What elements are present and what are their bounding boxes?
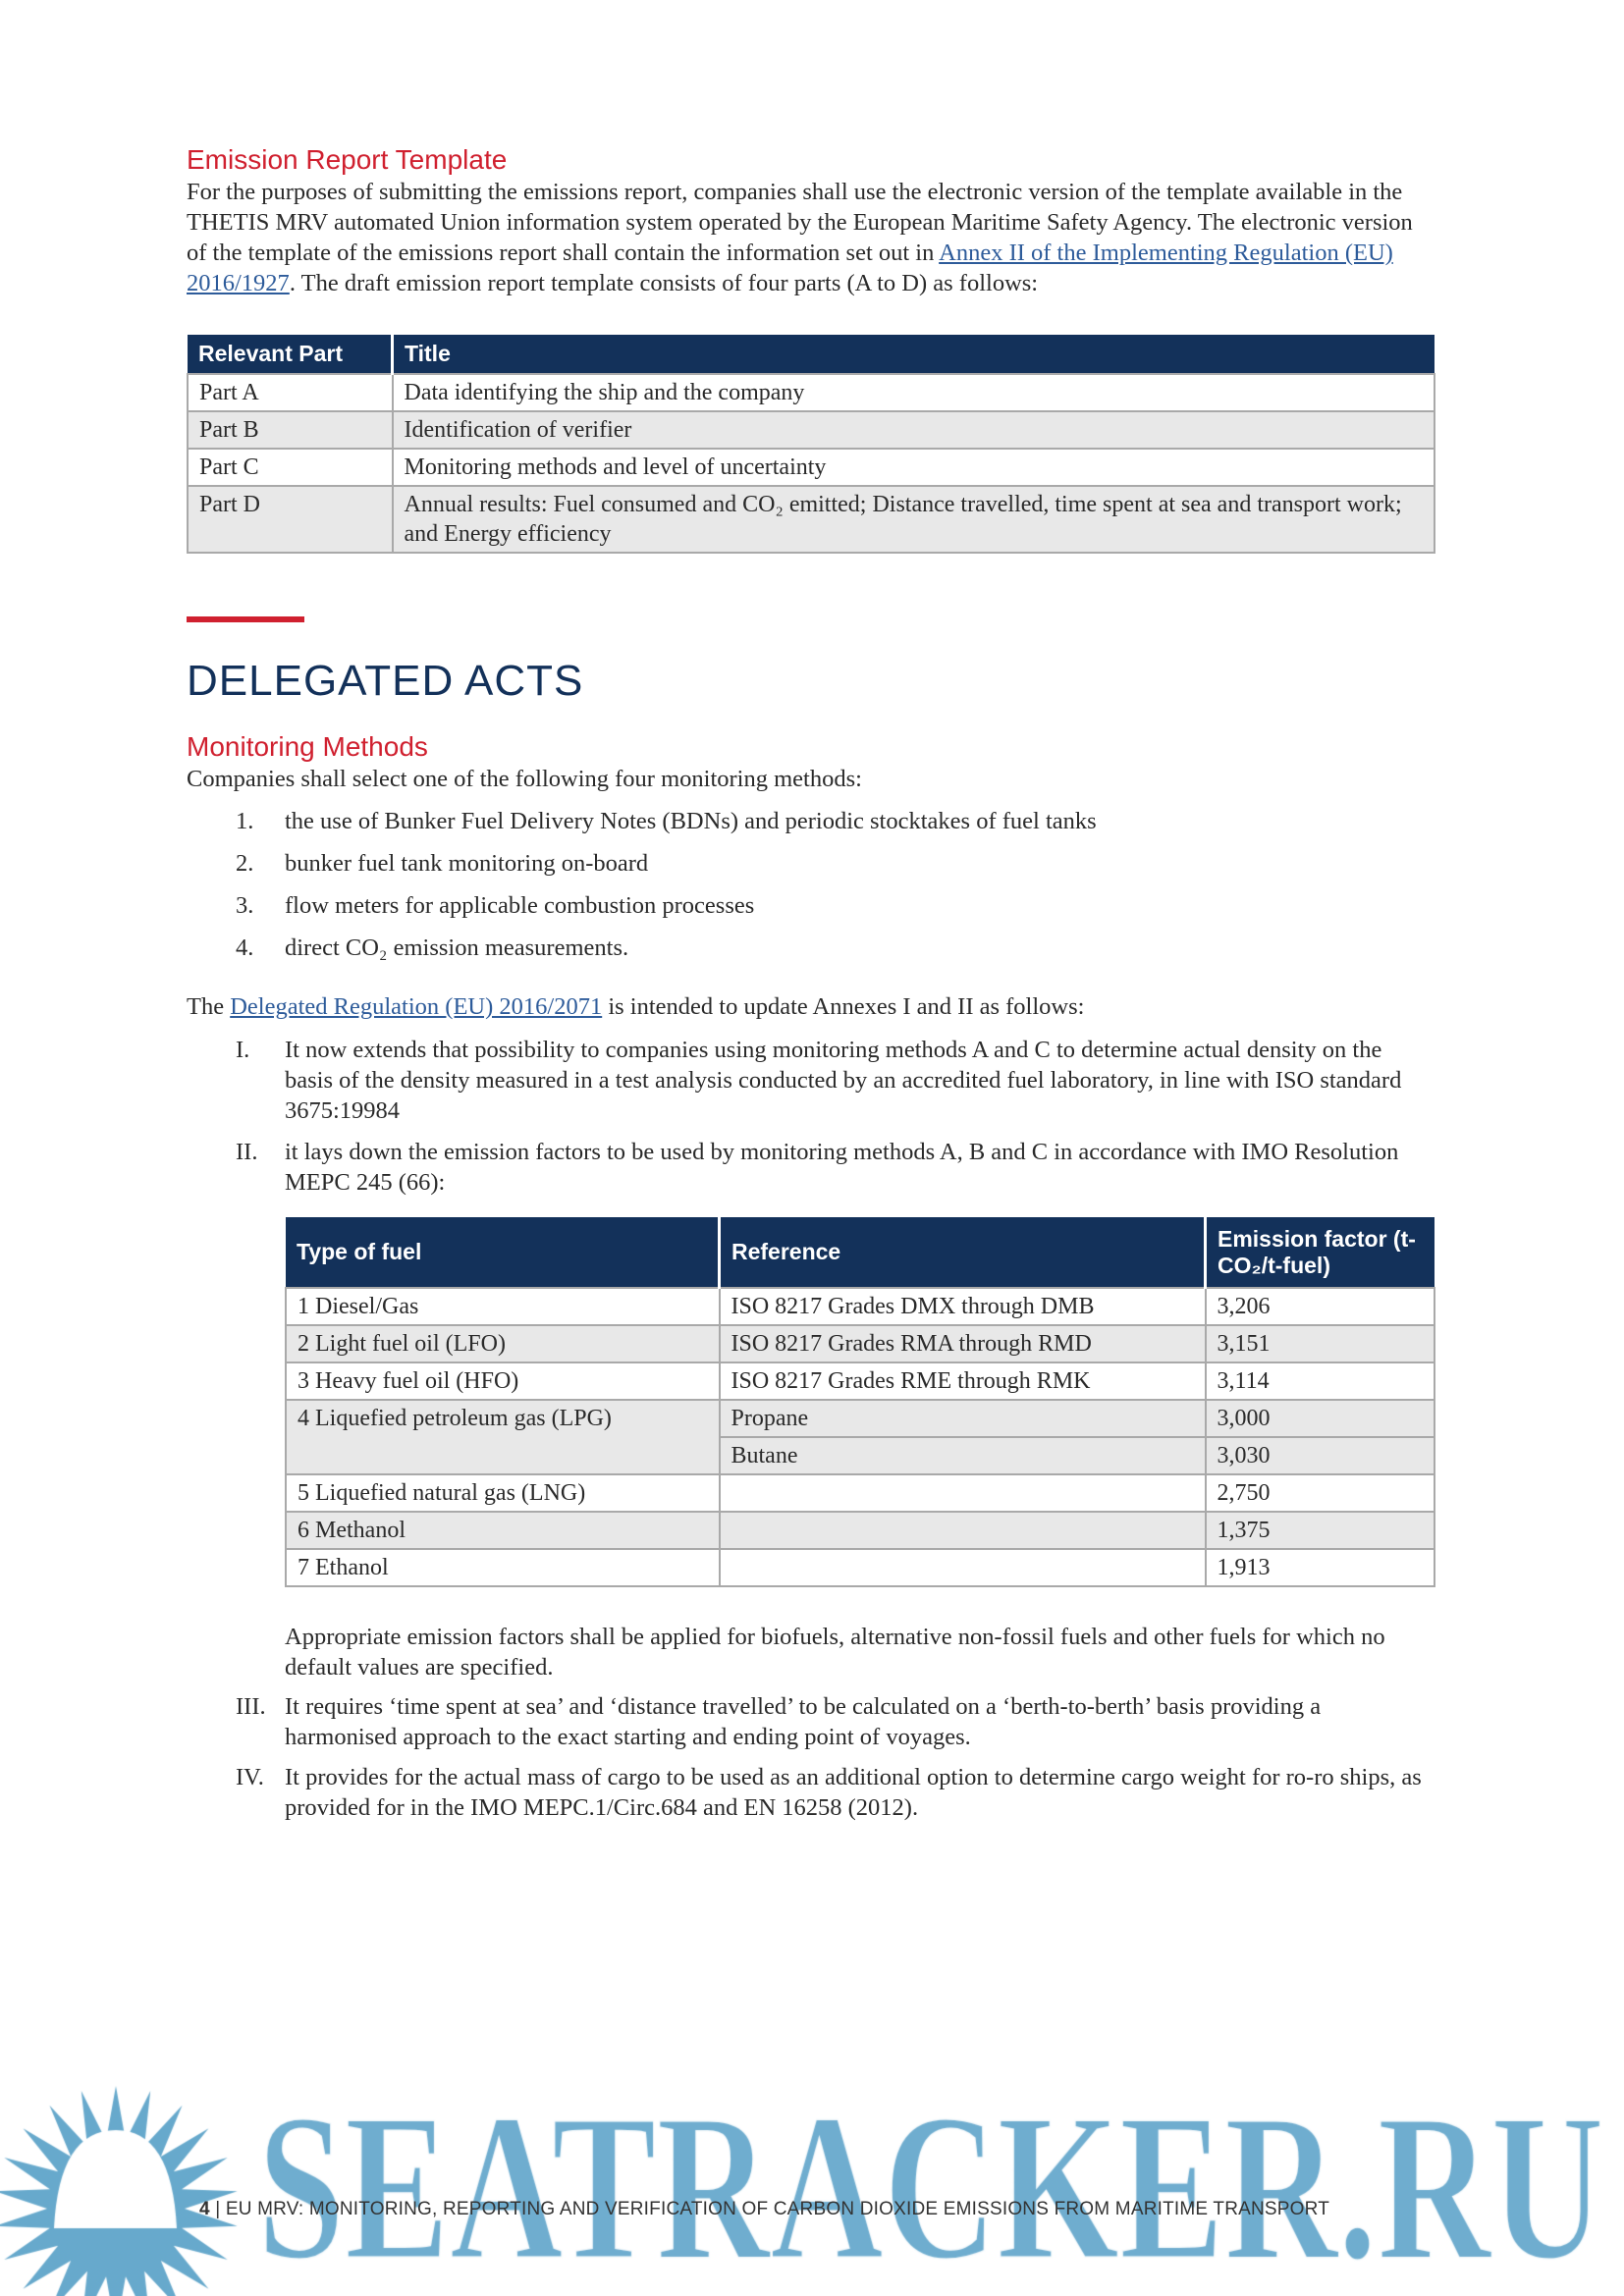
table-cell: 5 Liquefied natural gas (LNG) xyxy=(285,1473,721,1513)
list-text: It now extends that possibility to compa… xyxy=(285,1037,1402,1124)
table-row: Butane 3,030 xyxy=(286,1436,1435,1475)
table-cell: 1,913 xyxy=(1204,1548,1435,1587)
table-cell: 3,114 xyxy=(1204,1362,1435,1401)
section-heading-monitoring-methods: Monitoring Methods xyxy=(187,731,428,762)
table-cell: Propane xyxy=(718,1399,1207,1438)
table-cell: 3,000 xyxy=(1204,1399,1435,1438)
section-heading-emission-report: Emission Report Template xyxy=(187,144,508,175)
footer-text: EU MRV: MONITORING, REPORTING AND VERIFI… xyxy=(225,2199,1330,2219)
column-header: Relevant Part xyxy=(188,335,394,374)
table-row: Part B Identification of verifier xyxy=(187,410,1435,450)
footer-separator: | xyxy=(209,2199,226,2219)
table-cell: Part C xyxy=(187,448,394,487)
after-table-paragraph: Appropriate emission factors shall be ap… xyxy=(285,1624,1385,1681)
table-cell: ISO 8217 Grades RME through RMK xyxy=(718,1362,1207,1401)
list-number: III. xyxy=(236,1693,266,1720)
paragraph-text: For the purposes of submitting the emiss… xyxy=(187,179,1413,266)
table-cell: Part A xyxy=(187,373,394,412)
report-parts-table: Relevant Part Title Part A Data identifyin… xyxy=(187,335,1435,554)
table-cell xyxy=(718,1548,1207,1587)
page-content: Emission Report Template For the purpose… xyxy=(187,143,1435,1823)
table-cell xyxy=(718,1473,1207,1513)
table-cell: 4 Liquefied petroleum gas (LPG) xyxy=(285,1399,721,1475)
list-text: flow meters for applicable combustion pr… xyxy=(285,892,755,919)
list-item: II. it lays down the emission factors to … xyxy=(236,1137,1435,1198)
list-number: I. xyxy=(236,1037,250,1063)
paragraph-text: The xyxy=(187,993,231,1020)
table-cell: 2,750 xyxy=(1204,1473,1435,1513)
table-row: 2 Light fuel oil (LFO) ISO 8217 Grades RM… xyxy=(285,1324,1435,1363)
table-cell xyxy=(718,1511,1207,1550)
table-row: 4 Liquefied petroleum gas (LPG) Propane 3,… xyxy=(285,1399,1435,1475)
table-cell: 2 Light fuel oil (LFO) xyxy=(285,1324,721,1363)
table-cell: ISO 8217 Grades RMA through RMD xyxy=(718,1324,1207,1363)
table-cell: Data identifying the ship and the compan… xyxy=(391,373,1435,412)
list-item: IV. It provides for the actual mass of ca… xyxy=(236,1762,1435,1823)
column-header: Emission factor (t-CO₂/t-fuel) xyxy=(1205,1217,1435,1288)
table-cell: 3 Heavy fuel oil (HFO) xyxy=(285,1362,721,1401)
watermark-logo xyxy=(0,2061,1624,2296)
table-cell: 3,030 xyxy=(1204,1436,1435,1475)
list-number: II. xyxy=(236,1139,258,1165)
table-cell: Monitoring methods and level of uncertai… xyxy=(391,448,1435,487)
table-row: Part A Data identifying the ship and the … xyxy=(187,373,1435,412)
list-number: 2. xyxy=(236,850,254,877)
annex-ii-link[interactable]: Annex II of the Implementing Regulation … xyxy=(187,240,1393,296)
table-cell: 1,375 xyxy=(1204,1511,1435,1550)
delegated-intro: The Delegated Regulation (EU) 2016/2071 … xyxy=(187,991,1435,1022)
emission-report-paragraph: For the purposes of submitting the emiss… xyxy=(187,177,1435,298)
table-cell: Butane xyxy=(718,1436,1207,1475)
table-row: Part D Annual results: Fuel consumed and … xyxy=(187,485,1435,554)
table-cell: Annual results: Fuel consumed and CO₂ em… xyxy=(391,485,1435,554)
table-cell: Identification of verifier xyxy=(391,410,1435,450)
list-number: 4. xyxy=(236,934,254,961)
page-title: DELEGATED ACTS xyxy=(187,657,584,705)
list-number: IV. xyxy=(236,1764,264,1790)
list-item: 4. direct CO₂ emission measurements. xyxy=(236,933,1435,963)
table-cell: 3,151 xyxy=(1204,1324,1435,1363)
list-number: 1. xyxy=(236,808,254,834)
list-text: the use of Bunker Fuel Delivery Notes (B… xyxy=(285,808,1097,834)
column-header: Title xyxy=(392,335,1435,374)
table-row: Part C Monitoring methods and level of un… xyxy=(187,448,1435,487)
table-cell: 6 Methanol xyxy=(285,1511,721,1550)
table-row: 1 Diesel/Gas ISO 8217 Grades DMX through … xyxy=(285,1287,1435,1326)
table-row: 7 Ethanol 1,913 xyxy=(285,1548,1435,1587)
table-cell: Part B xyxy=(187,410,394,450)
table-cell: 7 Ethanol xyxy=(285,1548,721,1587)
table-cell: 1 Diesel/Gas xyxy=(285,1287,721,1326)
methods-intro: Companies shall select one of the follow… xyxy=(187,766,862,792)
list-text: direct CO₂ emission measurements. xyxy=(285,934,629,961)
list-text: it lays down the emission factors to be … xyxy=(285,1139,1399,1196)
table-cell: Part D xyxy=(187,485,394,554)
table-cell: ISO 8217 Grades DMX through DMB xyxy=(718,1287,1207,1326)
list-text: It requires ‘time spent at sea’ and ‘dis… xyxy=(285,1693,1322,1750)
table-row: 3 Heavy fuel oil (HFO) ISO 8217 Grades RM… xyxy=(285,1362,1435,1401)
table-row: 5 Liquefied natural gas (LNG) 2,750 xyxy=(285,1473,1435,1513)
list-number: 3. xyxy=(236,892,254,919)
emission-factors-table: Type of fuel Reference Emission factor (… xyxy=(285,1217,1435,1587)
paragraph-text: . The draft emission report template con… xyxy=(289,270,1039,296)
list-text: bunker fuel tank monitoring on-board xyxy=(285,850,649,877)
list-item: 1. the use of Bunker Fuel Delivery Notes … xyxy=(236,806,1435,836)
delegated-regulation-link[interactable]: Delegated Regulation (EU) 2016/2071 xyxy=(230,993,603,1020)
page-number: 4 xyxy=(199,2199,210,2219)
list-text: It provides for the actual mass of cargo… xyxy=(285,1764,1422,1821)
column-header: Type of fuel xyxy=(286,1217,721,1288)
table-cell: 3,206 xyxy=(1204,1287,1435,1326)
table-row: 6 Methanol 1,375 xyxy=(285,1511,1435,1550)
page-footer: 4 | EU MRV: MONITORING, REPORTING AND VE… xyxy=(199,2199,1329,2220)
list-item: I. It now extends that possibility to com… xyxy=(236,1035,1435,1126)
list-item: 2. bunker fuel tank monitoring on-board xyxy=(236,848,1435,879)
section-divider xyxy=(187,616,304,622)
column-header: Reference xyxy=(719,1217,1207,1288)
list-item: III. It requires ‘time spent at sea’ and … xyxy=(236,1691,1435,1752)
list-item: 3. flow meters for applicable combustion … xyxy=(236,890,1435,921)
paragraph-text: is intended to update Annexes I and II a… xyxy=(602,993,1085,1020)
